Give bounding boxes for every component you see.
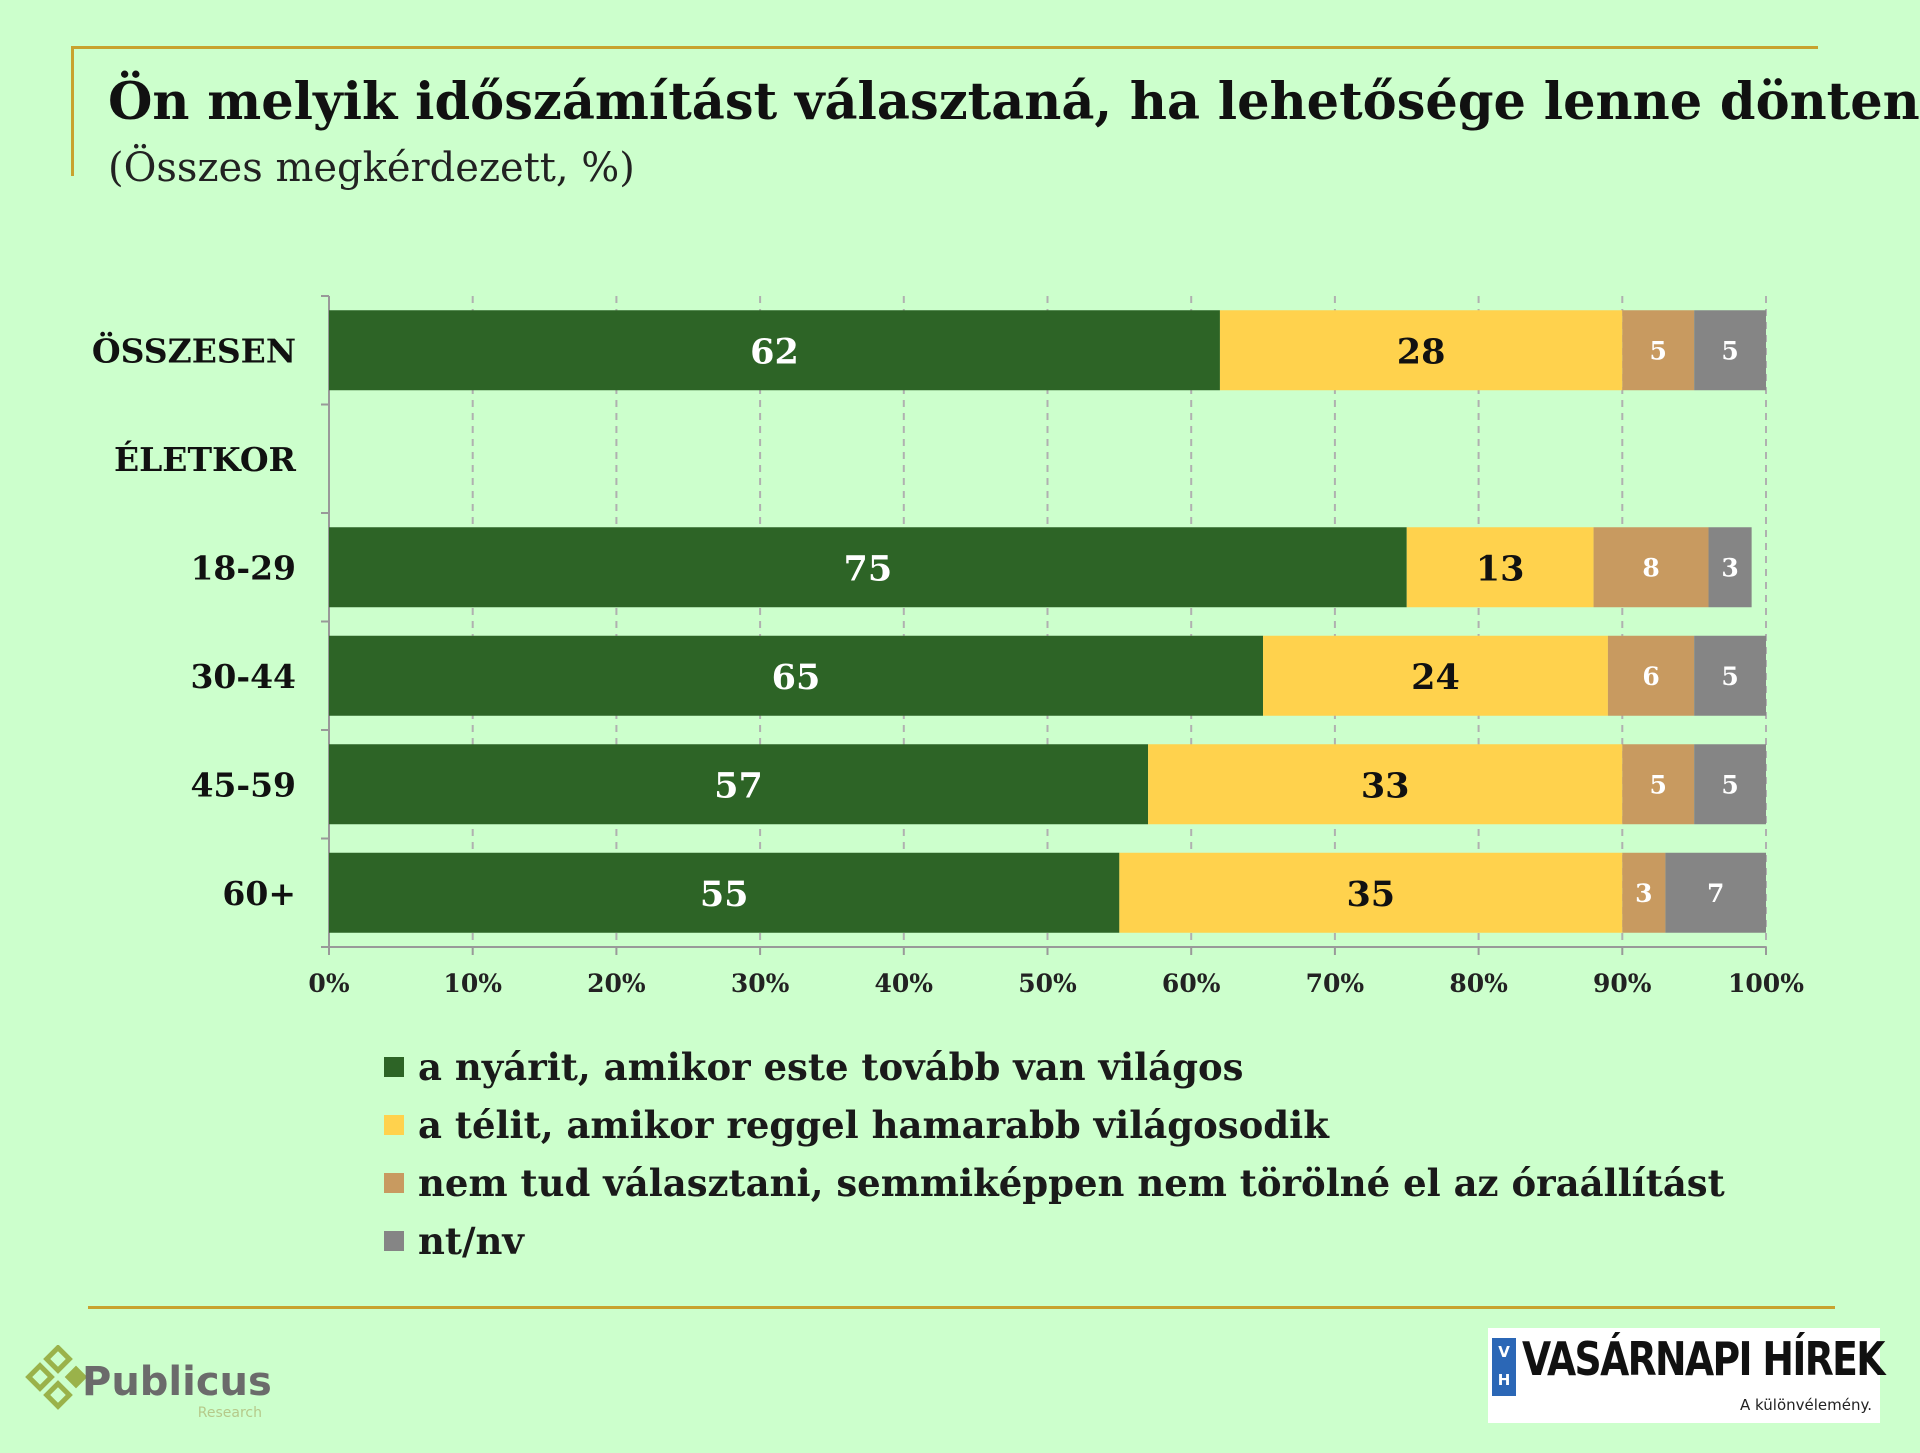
legend-label: nem tud választani, semmiképpen nem törö… [418,1161,1725,1205]
legend-swatch [384,1231,404,1251]
legend-swatch [384,1173,404,1193]
bar-segment [1119,852,1623,933]
stacked-bar-chart: 0% 10% 20% 30% 40% 50% 60% 70% 80% 90% 100% ÖSSZESE… [92,295,1804,998]
legend-label: a télit, amikor reggel hamarabb világoso… [418,1103,1329,1147]
publicus-subtext: Research [198,1405,262,1421]
vh-badge-bottom: H [1497,1371,1511,1389]
data-label: 3 [1721,553,1738,582]
legend-item: a nyárit, amikor este tovább van világos [384,1038,1725,1096]
category-label: ÖSSZESEN [92,330,296,370]
legend-label: nt/nv [418,1219,524,1263]
vh-badge: V H [1492,1338,1516,1396]
bar-segment [329,744,1149,825]
vh-name: VASÁRNAPI HÍREK [1522,1332,1885,1386]
data-label: 3 [1635,879,1652,908]
category-label: 18-29 [190,548,296,587]
legend: a nyárit, amikor este tovább van világos… [384,1038,1725,1270]
data-label: 8 [1642,553,1659,582]
vasarnapi-hirek-logo: V H VASÁRNAPI HÍREK A különvélemény. [1488,1328,1885,1423]
frame-top-line [71,46,1818,49]
bar-segment [1593,527,1709,608]
x-tick-label: 90% [1593,969,1652,998]
chart-title: Ön melyik időszámítást választaná, ha le… [108,72,1920,132]
bar-segment [1148,744,1623,825]
bar-segment [1607,635,1695,716]
bar-segment [1263,635,1608,716]
bar-segment [1694,310,1766,391]
bar-segment [1694,744,1766,825]
bar-segment [1622,310,1695,391]
category-label: ÉLETKOR [114,439,297,479]
data-label: 33 [1361,765,1410,806]
x-tick-label: 20% [587,969,646,998]
data-label: 55 [700,874,749,915]
data-label: 5 [1721,336,1738,365]
x-tick-label: 100% [1728,969,1804,998]
publicus-diamond-icon [25,1345,88,1410]
bar-segment [329,310,1220,391]
frame-bottom-line [88,1306,1835,1309]
vh-slogan: A különvélemény. [1740,1396,1872,1414]
data-label: 5 [1721,662,1738,691]
bar-segment [1406,527,1594,608]
x-tick-label: 10% [443,969,502,998]
category-label: 45-59 [190,765,296,804]
legend-label: a nyárit, amikor este tovább van világos [418,1045,1244,1089]
x-tick-label: 40% [875,969,934,998]
bar-segment [329,527,1407,608]
legend-item: a télit, amikor reggel hamarabb világoso… [384,1096,1725,1154]
bar-segment [1708,527,1752,608]
data-label: 7 [1707,879,1724,908]
bar-segment [1694,635,1766,716]
frame-left-line [71,46,74,176]
data-label: 13 [1476,548,1525,589]
legend-item: nem tud választani, semmiképpen nem törö… [384,1154,1725,1212]
data-label: 24 [1411,657,1460,698]
bar-segment [329,852,1120,933]
data-label: 65 [772,657,821,698]
data-label: 28 [1397,331,1446,372]
bar-segment [1622,744,1695,825]
x-tick-label: 0% [308,969,349,998]
publicus-logo: Publicus Research [25,1345,272,1421]
data-label: 5 [1721,770,1738,799]
data-label: 62 [750,331,799,372]
publicus-wordmark: Publicus [82,1359,272,1405]
vh-badge-top: V [1498,1343,1510,1361]
bar-segment [1219,310,1623,391]
data-label: 5 [1650,336,1667,365]
data-label: 75 [844,548,893,589]
x-tick-label: 50% [1018,969,1077,998]
legend-item: nt/nv [384,1212,1725,1270]
category-label: 60+ [222,874,296,913]
x-tick-label: 30% [731,969,790,998]
data-label: 6 [1642,662,1659,691]
x-tick-label: 60% [1162,969,1221,998]
data-label: 5 [1650,770,1667,799]
x-tick-label: 70% [1306,969,1365,998]
data-label: 35 [1346,874,1395,915]
bar-segment [1622,852,1666,933]
data-label: 57 [714,765,763,806]
legend-swatch [384,1115,404,1135]
x-tick-label: 80% [1449,969,1508,998]
legend-swatch [384,1057,404,1077]
bar-segment [1665,852,1766,933]
bar-segment [329,635,1264,716]
chart-subtitle: (Összes megkérdezett, %) [108,145,635,191]
category-label: 30-44 [190,657,296,696]
